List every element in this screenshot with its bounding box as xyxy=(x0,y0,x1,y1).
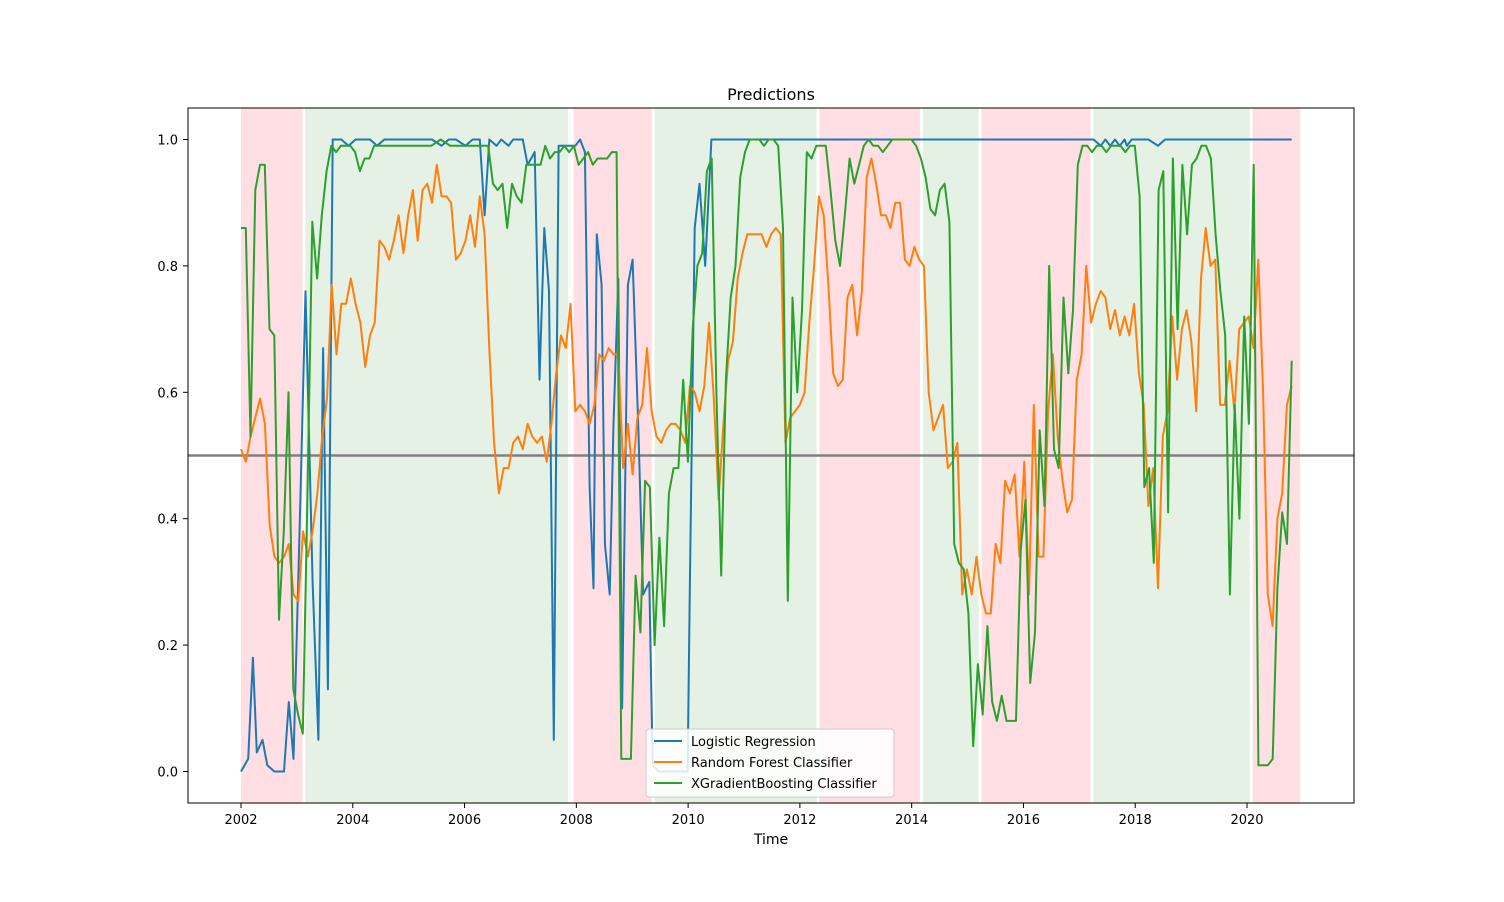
series-line-xgradientboosting-classifier xyxy=(241,138,1293,767)
y-tick-label: 0.6 xyxy=(157,386,178,401)
legend-label: XGradientBoosting Classifier xyxy=(691,777,877,792)
legend-label: Logistic Regression xyxy=(691,735,816,750)
y-tick-label: 0.2 xyxy=(157,639,178,654)
x-tick-label: 2004 xyxy=(336,813,369,828)
x-tick-label: 2010 xyxy=(672,813,705,828)
legend-box xyxy=(645,728,895,798)
x-tick-label: 2020 xyxy=(1230,813,1263,828)
y-axis: 0.0 0.2 0.4 0.6 0.8 1.0 xyxy=(157,134,188,781)
x-tick-label: 2018 xyxy=(1119,813,1152,828)
x-tick-label: 2008 xyxy=(560,813,593,828)
x-tick-label: 2012 xyxy=(783,813,816,828)
y-tick-label: 0.0 xyxy=(157,766,178,781)
y-tick-label: 1.0 xyxy=(157,134,178,149)
legend: Logistic Regression Random Forest Classif… xyxy=(645,728,895,798)
x-tick-label: 2006 xyxy=(448,813,481,828)
series-line-logistic-regression xyxy=(240,138,1292,773)
y-tick-label: 0.4 xyxy=(157,513,178,528)
y-tick-label: 0.8 xyxy=(157,260,178,275)
series-line-random-forest-classifier xyxy=(240,157,1293,628)
x-tick-label: 2014 xyxy=(895,813,928,828)
series-lines xyxy=(240,138,1293,773)
chart-title: Predictions xyxy=(727,85,815,104)
x-axis: 2002 2004 2006 2008 2010 2012 2014 2016 2018 2020 xyxy=(224,803,1264,828)
legend-label: Random Forest Classifier xyxy=(691,756,853,771)
plot-area-frame xyxy=(187,107,1355,804)
x-axis-label: Time xyxy=(753,832,788,848)
x-tick-label: 2016 xyxy=(1007,813,1040,828)
x-tick-label: 2002 xyxy=(224,813,257,828)
